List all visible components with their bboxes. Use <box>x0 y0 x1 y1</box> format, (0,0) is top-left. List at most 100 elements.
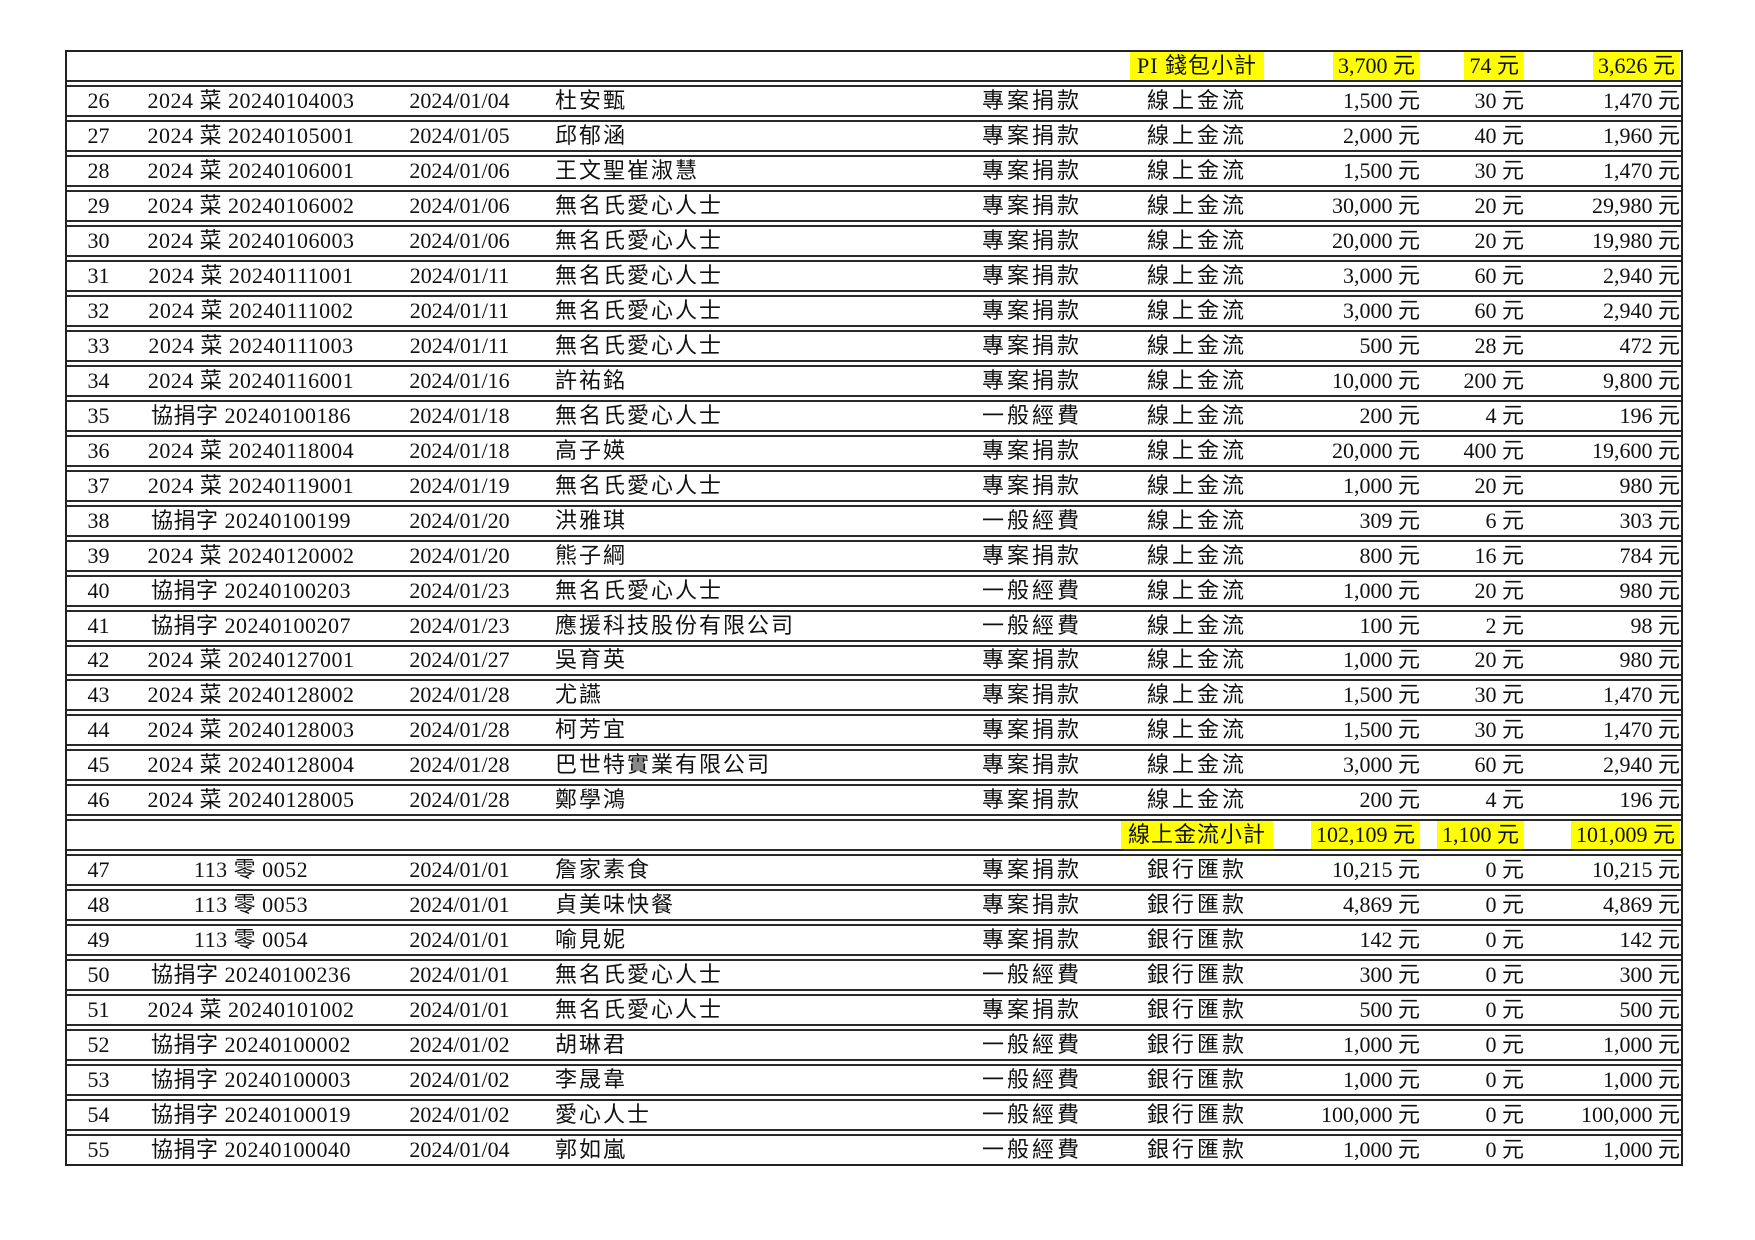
cell-method: 線上金流 <box>1146 682 1247 708</box>
cell-num: 38 <box>87 507 110 533</box>
cell-num: 26 <box>87 87 110 113</box>
cell-name: 柯芳宜 <box>555 717 628 743</box>
cell-category: 專案捐款 <box>981 297 1082 323</box>
table-row: 42 2024 菜 20240127001 2024/01/27 吳育英 專案捐款 線上金… <box>67 644 1681 677</box>
cell-amount: 1,000 元 <box>1342 1032 1420 1058</box>
cell-category: 一般經費 <box>981 577 1082 603</box>
cell-doc: 協捐字 20240100003 <box>150 1067 351 1093</box>
cell-method: 銀行匯款 <box>1146 997 1247 1023</box>
cell-num: 31 <box>87 262 110 288</box>
cell-category: 專案捐款 <box>981 192 1082 218</box>
cell-method: 銀行匯款 <box>1146 927 1247 953</box>
cell-num: 42 <box>87 647 110 673</box>
cell-name: 無名氏愛心人士 <box>555 227 724 253</box>
cell-name: 無名氏愛心人士 <box>555 332 724 358</box>
cell-fee: 16 元 <box>1474 542 1524 568</box>
cell-method: 銀行匯款 <box>1146 1102 1247 1128</box>
cell-doc: 2024 菜 20240111002 <box>148 297 354 323</box>
cell-category: 一般經費 <box>981 1102 1082 1128</box>
cell-amount: 1,000 元 <box>1342 1067 1420 1093</box>
cell-num: 41 <box>87 612 110 638</box>
cell-amount: 300 元 <box>1359 962 1420 988</box>
cell-name: 洪雅琪 <box>555 507 628 533</box>
cell-date: 2024/01/02 <box>409 1102 510 1128</box>
cell-method: 線上金流 <box>1146 262 1247 288</box>
cell-doc: 2024 菜 20240101002 <box>147 997 355 1023</box>
cell-name: 郭如嵐 <box>555 1137 628 1163</box>
cell-num: 46 <box>87 787 110 813</box>
cell-name: 巴世特實業有限公司 <box>555 752 772 778</box>
table-row: 44 2024 菜 20240128003 2024/01/28 柯芳宜 專案捐款 線上金… <box>67 714 1681 747</box>
highlighted-value: 102,109 元 <box>1310 821 1420 850</box>
cell-fee: 30 元 <box>1474 87 1524 113</box>
table-row: 54 協捐字 20240100019 2024/01/02 愛心人士 一般經費 銀行匯款 1… <box>67 1099 1681 1132</box>
cell-doc: 協捐字 20240100199 <box>150 507 351 533</box>
cell-date: 2024/01/04 <box>409 1137 510 1163</box>
table-row: 38 協捐字 20240100199 2024/01/20 洪雅琪 一般經費 線上金流 30… <box>67 504 1681 537</box>
cell-doc: 2024 菜 20240111001 <box>148 262 354 288</box>
cell-net: 1,960 元 <box>1602 122 1680 148</box>
cell-date: 2024/01/01 <box>409 997 510 1023</box>
table-row: 47 113 零 0052 2024/01/01 詹家素食 專案捐款 銀行匯款 10,215… <box>67 854 1681 887</box>
cell-doc: 113 零 0053 <box>193 892 309 918</box>
cell-name: 李晟韋 <box>555 1067 628 1093</box>
cell-doc: 113 零 0054 <box>193 927 309 953</box>
table-row: 34 2024 菜 20240116001 2024/01/16 許祐銘 專案捐款 線上金… <box>67 364 1681 397</box>
cell-amount: 1,500 元 <box>1342 157 1420 183</box>
cell-category: 專案捐款 <box>981 682 1082 708</box>
cell-fee: 0 元 <box>1485 962 1524 988</box>
cell-method: 銀行匯款 <box>1146 892 1247 918</box>
cell-amount: 20,000 元 <box>1331 437 1420 463</box>
cell-name: 邱郁涵 <box>555 122 628 148</box>
cell-doc: 2024 菜 20240116001 <box>147 367 355 393</box>
highlighted-value: 3,626 元 <box>1592 52 1680 80</box>
cell-num: 37 <box>87 472 110 498</box>
cell-fee: 0 元 <box>1485 1032 1524 1058</box>
cell-name: 應援科技股份有限公司 <box>555 612 796 638</box>
cell-amount: 309 元 <box>1359 507 1420 533</box>
cell-category: 專案捐款 <box>981 367 1082 393</box>
cell-num: 28 <box>87 157 110 183</box>
cell-doc: 2024 菜 20240128004 <box>147 752 355 778</box>
cell-amount: 3,000 元 <box>1342 297 1420 323</box>
cell-fee: 400 元 <box>1463 437 1524 463</box>
cell-date: 2024/01/28 <box>409 717 510 743</box>
cell-amount: 200 元 <box>1359 787 1420 813</box>
cell-method: 銀行匯款 <box>1146 962 1247 988</box>
table-row: 29 2024 菜 20240106002 2024/01/06 無名氏愛心人士 專案捐… <box>67 189 1681 222</box>
cell-net: 1,470 元 <box>1602 717 1680 743</box>
cell-date: 2024/01/01 <box>409 892 510 918</box>
cell-method: 線上金流 <box>1146 507 1247 533</box>
cell-net: 4,869 元 <box>1602 892 1680 918</box>
cell-num: 55 <box>87 1137 110 1163</box>
cell-doc: 協捐字 20240100207 <box>150 612 351 638</box>
cell-fee: 20 元 <box>1474 192 1524 218</box>
cell-num: 32 <box>87 297 110 323</box>
cell-net: 1,000 元 <box>1602 1032 1680 1058</box>
cell-num: 51 <box>87 997 110 1023</box>
cell-category: 一般經費 <box>981 1137 1082 1163</box>
cell-doc: 113 零 0052 <box>193 857 309 883</box>
cell-category: 一般經費 <box>981 612 1082 638</box>
cell-name: 尤讌 <box>555 682 604 708</box>
cell-method: 線上金流 <box>1146 717 1247 743</box>
cell-date: 2024/01/01 <box>409 857 510 883</box>
cell-fee: 0 元 <box>1485 927 1524 953</box>
cell-category: 專案捐款 <box>981 857 1082 883</box>
cell-amount: 1,500 元 <box>1342 717 1420 743</box>
cell-method: 線上金流 <box>1146 787 1247 813</box>
cell-fee: 0 元 <box>1485 1067 1524 1093</box>
highlighted-value: 1,100 元 <box>1436 821 1524 850</box>
cell-fee: 1,100 元 <box>1434 821 1534 850</box>
cell-doc: 協捐字 20240100002 <box>150 1032 351 1058</box>
cell-fee: 28 元 <box>1474 332 1524 358</box>
cell-num: 27 <box>87 122 110 148</box>
cell-fee: 2 元 <box>1485 612 1524 638</box>
cell-category: 專案捐款 <box>981 892 1082 918</box>
cell-num: 53 <box>87 1067 110 1093</box>
cell-net: 472 元 <box>1619 332 1680 358</box>
cell-fee: 60 元 <box>1474 297 1524 323</box>
cell-net: 500 元 <box>1619 997 1680 1023</box>
cell-date: 2024/01/01 <box>409 927 510 953</box>
